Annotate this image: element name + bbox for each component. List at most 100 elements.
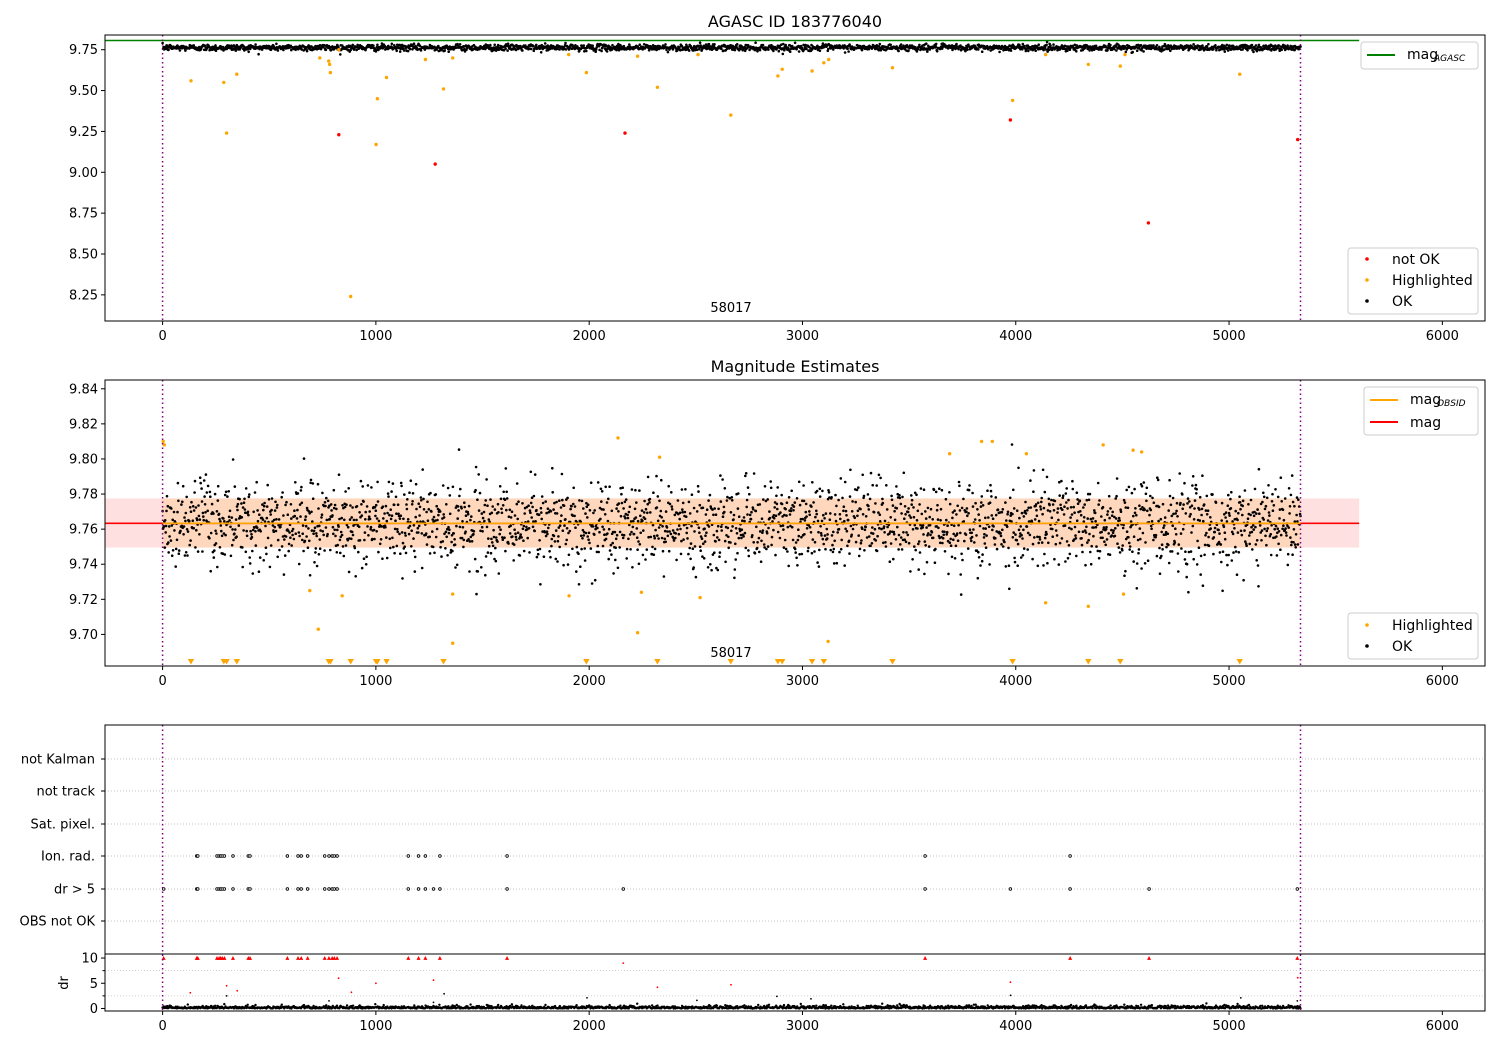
magnitude-ok-point (550, 537, 554, 541)
magnitude-ok-point (541, 501, 545, 505)
magnitude-ok-point (509, 524, 512, 527)
magnitude-ok-point (952, 538, 955, 541)
magnitude-ok-point (315, 564, 319, 568)
magnitude-ok-point (1101, 505, 1105, 509)
agasc-ok-point (214, 49, 218, 52)
agasc-ok-point (538, 46, 542, 50)
magnitude-ok-point (235, 505, 239, 508)
magnitude-ok-point (1236, 518, 1239, 522)
magnitude-ok-point (291, 527, 295, 531)
magnitude-ok-point (869, 471, 873, 475)
agasc-ok-point (925, 42, 928, 45)
agasc-highlighted-point-21 (729, 113, 733, 117)
magnitude-ok-point (988, 563, 991, 566)
magnitude-ok-point (793, 501, 797, 504)
magnitude-ok-point (1103, 518, 1107, 522)
magnitude-ok-point (649, 511, 652, 514)
magnitude-ok-point (1091, 517, 1095, 520)
magnitude-ok-point (308, 574, 312, 577)
magnitude-ok-point (973, 541, 976, 544)
magnitude-ok-point (1006, 510, 1010, 514)
magnitude-ok-point (171, 518, 174, 522)
magnitude-ok-point (1204, 534, 1207, 537)
agasc-ok-point (456, 42, 459, 46)
magnitude-ok-point (1276, 495, 1280, 499)
magnitude-ok-point (618, 546, 621, 549)
magnitude-ok-point (410, 503, 414, 506)
magnitude-ok-point (1173, 541, 1177, 544)
magnitude-ok-point (1150, 520, 1154, 523)
agasc-ok-point (591, 44, 594, 47)
magnitude-ok-point (1117, 516, 1121, 520)
magnitude-ok-point (1243, 489, 1247, 492)
magnitude-ok-point (798, 503, 802, 507)
magnitude-ok-point (365, 555, 368, 559)
magnitude-ok-point (730, 529, 733, 533)
magnitude-ok-point (632, 519, 635, 523)
magnitude-ok-point (296, 492, 300, 495)
magnitude-ok-point (1029, 506, 1033, 509)
magnitude-ok-point (247, 513, 250, 517)
agasc-ok-point (955, 42, 958, 46)
magnitude-ok-point (1229, 497, 1232, 501)
magnitude-ok-point (780, 502, 784, 506)
magnitude-ok-point (549, 510, 553, 513)
magnitude-ok-point (312, 532, 315, 535)
magnitude-ok-point (861, 513, 865, 516)
magnitude-ok-point (1122, 498, 1126, 502)
magnitude-ok-point (1001, 545, 1005, 548)
magnitude-ok-point (241, 546, 244, 549)
magnitude-ok-point (459, 487, 462, 491)
magnitude-ok-point (403, 545, 407, 548)
magnitude-ok-point (965, 507, 969, 510)
magnitude-ok-point (907, 541, 911, 545)
magnitude-ok-point (626, 513, 629, 517)
agasc-ok-point (611, 43, 614, 47)
magnitude-ok-point (667, 549, 671, 553)
magnitude-highlighted-point-0 (161, 439, 165, 444)
magnitude-ok-point (896, 525, 899, 529)
magnitude-ok-point (1223, 531, 1227, 534)
panel-agasc: AGASC ID 183776040 58017 0 1000 2000 3000 40… (69, 12, 1486, 344)
magnitude-ok-point (283, 554, 287, 557)
magnitude-ok-point (968, 528, 972, 531)
magnitude-ok-point (966, 514, 969, 518)
magnitude-ok-point (829, 512, 832, 515)
magnitude-ok-point (1039, 505, 1042, 508)
magnitude-ok-point (1149, 494, 1152, 498)
magnitude-ok-point (1054, 542, 1058, 546)
magnitude-ok-point (188, 543, 191, 547)
magnitude-ok-point (401, 541, 405, 545)
magnitude-ok-point (1266, 527, 1269, 530)
agasc-ok-point (805, 47, 808, 51)
magnitude-ok-point (1181, 527, 1185, 531)
magnitude-ok-point (516, 517, 519, 521)
magnitude-ok-point (1008, 587, 1011, 591)
magnitude-ok-point (1047, 497, 1051, 501)
magnitude-ok-point (418, 514, 421, 517)
magnitude-ok-point (620, 492, 623, 496)
magnitude-ok-point (587, 531, 591, 535)
magnitude-ok-point (1168, 494, 1172, 498)
magnitude-ok-point (873, 527, 877, 531)
magnitude-ok-point (820, 519, 824, 523)
magnitude-ok-point (600, 490, 604, 493)
magnitude-ok-point (509, 516, 513, 519)
magnitude-ok-point (1191, 524, 1195, 528)
magnitude-ok-point (1116, 523, 1120, 527)
magnitude-ok-point (431, 530, 434, 533)
magnitude-ok-point (593, 578, 597, 582)
magnitude-ok-point (1252, 514, 1256, 518)
magnitude-ok-point (1200, 507, 1204, 511)
magnitude-ok-point (981, 553, 984, 556)
magnitude-ok-point (996, 508, 1000, 512)
magnitude-ok-point (1013, 560, 1017, 564)
magnitude-ok-point (1024, 512, 1028, 515)
magnitude-ok-point (1292, 528, 1296, 531)
magnitude-ok-point (333, 528, 337, 532)
magnitude-ok-point (434, 493, 438, 496)
magnitude-ok-point (744, 546, 748, 550)
agasc-not-ok-point-1 (433, 162, 437, 166)
magnitude-ok-point (1080, 543, 1084, 547)
magnitude-ok-point (1161, 548, 1164, 551)
